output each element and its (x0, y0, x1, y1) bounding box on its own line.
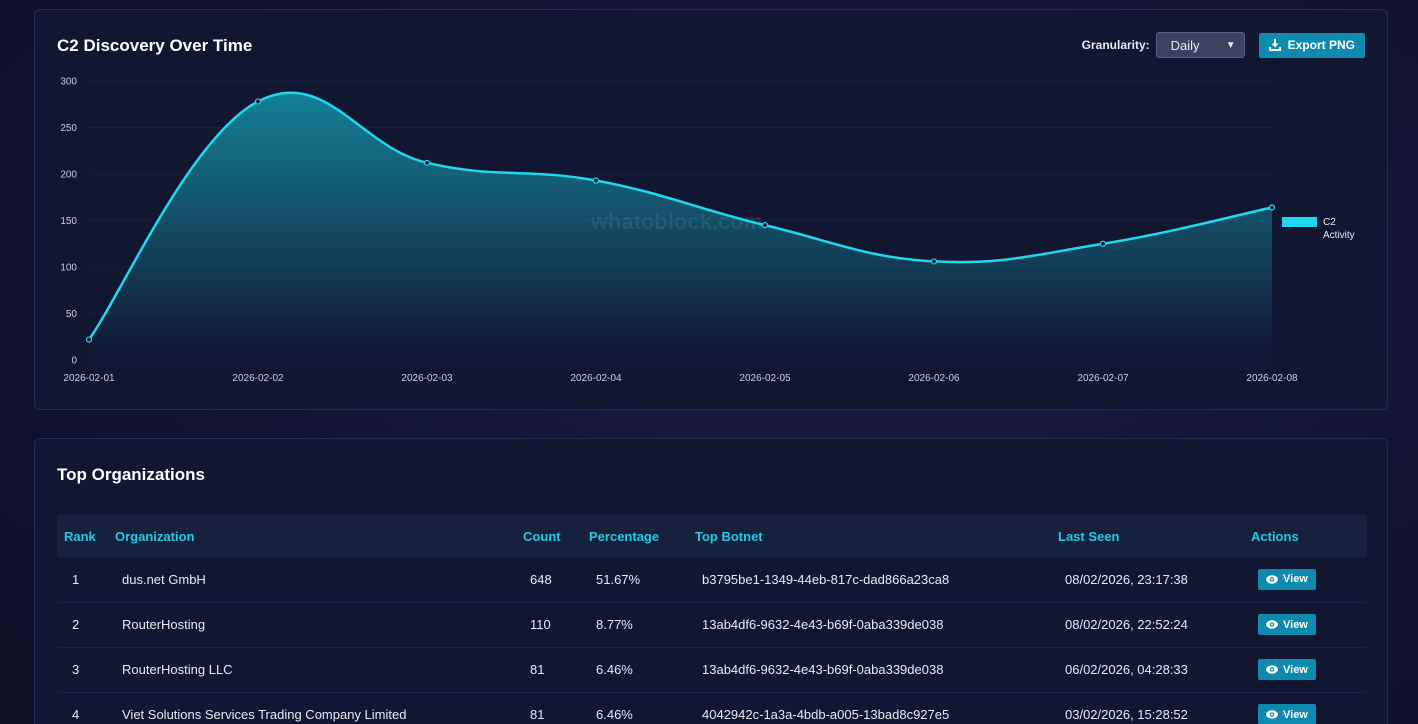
view-button[interactable]: View (1258, 659, 1316, 680)
chart-controls: Granularity: Daily ▼ Export PNG (1082, 32, 1365, 58)
data-point-2026-02-08[interactable] (1268, 204, 1276, 211)
count-cell: 110 (523, 602, 589, 648)
eye-icon (1266, 575, 1278, 584)
chart-title: C2 Discovery Over Time (57, 36, 253, 55)
table-row: 3 RouterHosting LLC 81 6.46% 13ab4df6-9632-4… (57, 647, 1367, 693)
top-organizations-card: Top Organizations Rank Organization Coun… (34, 438, 1388, 724)
data-point-2026-02-04[interactable] (592, 177, 600, 184)
data-point-2026-02-02[interactable] (254, 98, 262, 105)
y-tick-label: 200 (60, 170, 77, 181)
data-point-2026-02-03[interactable] (423, 159, 431, 166)
y-tick-label: 0 (71, 356, 77, 367)
percentage-cell: 6.46% (589, 692, 695, 724)
x-tick-label: 2026-02-05 (739, 373, 791, 384)
col-percentage[interactable]: Percentage (589, 528, 660, 544)
rank-cell: 1 (57, 557, 115, 603)
x-tick-label: 2026-02-01 (63, 373, 115, 384)
count-cell: 81 (523, 692, 589, 724)
rank-cell: 2 (57, 602, 115, 648)
series-area (89, 92, 1272, 360)
actions-cell: View (1251, 602, 1367, 648)
table-row: 4 Viet Solutions Services Trading Company… (57, 692, 1367, 724)
last-seen-cell: 08/02/2026, 22:52:24 (1058, 602, 1251, 648)
col-top-botnet[interactable]: Top Botnet (695, 528, 763, 544)
col-rank[interactable]: Rank (64, 528, 96, 544)
data-point-2026-02-06[interactable] (930, 258, 938, 265)
percentage-cell: 51.67% (589, 557, 695, 603)
col-last-seen[interactable]: Last Seen (1058, 528, 1120, 544)
table-row: 2 RouterHosting 110 8.77% 13ab4df6-9632-4e43… (57, 602, 1367, 648)
chart-card: C2 Discovery Over Time Granularity: Dail… (34, 9, 1388, 410)
organizations-table: Rank Organization Count Percentage Top B… (57, 515, 1367, 724)
view-button[interactable]: View (1258, 704, 1316, 724)
organization-cell: RouterHosting (115, 602, 523, 648)
table-title: Top Organizations (57, 465, 205, 484)
count-cell: 81 (523, 647, 589, 693)
x-tick-label: 2026-02-03 (401, 373, 453, 384)
organization-cell: Viet Solutions Services Trading Company … (115, 692, 523, 724)
top-botnet-cell: 4042942c-1a3a-4bdb-a005-13bad8c927e5 (695, 692, 1058, 724)
view-button[interactable]: View (1258, 568, 1316, 590)
y-tick-label: 250 (60, 123, 77, 134)
eye-icon (1266, 710, 1278, 719)
granularity-label: Granularity: (1081, 38, 1150, 52)
col-organization[interactable]: Organization (115, 528, 195, 544)
legend-label-line2: Activity (1323, 230, 1355, 241)
y-tick-label: 300 (60, 77, 77, 88)
actions-cell: View (1251, 692, 1367, 724)
last-seen-cell: 06/02/2026, 04:28:33 (1058, 647, 1251, 693)
view-label: View (1283, 708, 1308, 721)
chevron-down-icon: ▼ (1225, 39, 1236, 51)
percentage-cell: 6.46% (589, 647, 695, 693)
table-header-row: Rank Organization Count Percentage Top B… (57, 515, 1367, 557)
eye-icon (1266, 665, 1278, 674)
y-tick-label: 50 (66, 309, 78, 320)
organization-cell: dus.net GmbH (115, 557, 523, 603)
view-label: View (1283, 663, 1308, 676)
legend: C2 Activity (1282, 217, 1355, 241)
top-botnet-cell: 13ab4df6-9632-4e43-b69f-0aba339de038 (695, 647, 1058, 693)
y-tick-label: 150 (60, 216, 77, 227)
actions-cell: View (1251, 557, 1367, 603)
download-icon (1268, 39, 1281, 51)
eye-icon (1266, 620, 1278, 629)
rank-cell: 3 (57, 647, 115, 693)
export-png-label: Export PNG (1287, 38, 1355, 52)
legend-swatch (1282, 217, 1317, 227)
view-label: View (1283, 573, 1308, 586)
rank-cell: 4 (57, 692, 115, 724)
last-seen-cell: 03/02/2026, 15:28:52 (1058, 692, 1251, 724)
data-point-2026-02-01[interactable] (85, 336, 93, 343)
x-tick-label: 2026-02-06 (908, 373, 960, 384)
export-png-button[interactable]: Export PNG (1258, 32, 1365, 58)
col-actions: Actions (1251, 528, 1299, 544)
x-tick-label: 2026-02-07 (1077, 373, 1129, 384)
last-seen-cell: 08/02/2026, 23:17:38 (1058, 557, 1251, 603)
top-botnet-cell: 13ab4df6-9632-4e43-b69f-0aba339de038 (695, 602, 1058, 648)
x-tick-label: 2026-02-04 (570, 373, 622, 384)
y-tick-label: 100 (60, 263, 77, 274)
table-row: 1 dus.net GmbH 648 51.67% b3795be1-1349-44eb… (57, 557, 1367, 603)
top-botnet-cell: b3795be1-1349-44eb-817c-dad866a23ca8 (695, 557, 1058, 603)
granularity-select[interactable]: Daily ▼ (1155, 32, 1245, 58)
view-label: View (1283, 618, 1308, 631)
col-count[interactable]: Count (523, 528, 561, 544)
count-cell: 648 (523, 557, 589, 603)
view-button[interactable]: View (1258, 614, 1316, 635)
granularity-value: Daily (1170, 37, 1200, 53)
data-point-2026-02-05[interactable] (761, 222, 769, 229)
data-point-2026-02-07[interactable] (1099, 240, 1107, 247)
organization-cell: RouterHosting LLC (115, 647, 523, 693)
legend-label-line1: C2 (1323, 217, 1336, 228)
actions-cell: View (1251, 647, 1367, 693)
x-tick-label: 2026-02-08 (1246, 373, 1298, 384)
x-tick-label: 2026-02-02 (232, 373, 284, 384)
percentage-cell: 8.77% (589, 602, 695, 648)
